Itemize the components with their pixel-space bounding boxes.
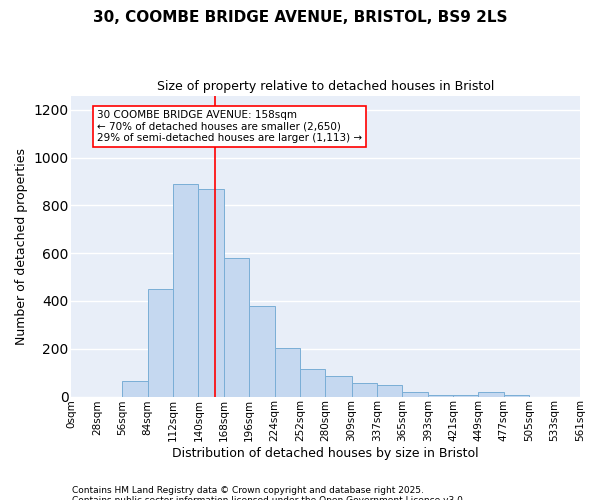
Y-axis label: Number of detached properties: Number of detached properties [15, 148, 28, 344]
Bar [325, 376, 352, 396]
Text: Contains HM Land Registry data © Crown copyright and database right 2025.: Contains HM Land Registry data © Crown c… [72, 486, 424, 495]
Bar [300, 369, 325, 396]
Bar [148, 289, 173, 397]
Bar [403, 392, 428, 396]
Bar [199, 188, 224, 396]
Text: 30, COOMBE BRIDGE AVENUE, BRISTOL, BS9 2LS: 30, COOMBE BRIDGE AVENUE, BRISTOL, BS9 2… [93, 10, 507, 25]
Title: Size of property relative to detached houses in Bristol: Size of property relative to detached ho… [157, 80, 494, 93]
Text: Contains public sector information licensed under the Open Government Licence v3: Contains public sector information licen… [72, 496, 466, 500]
Bar [352, 384, 377, 396]
Bar [428, 394, 453, 396]
Bar [224, 258, 249, 396]
Bar [249, 306, 275, 396]
Bar [173, 184, 199, 396]
X-axis label: Distribution of detached houses by size in Bristol: Distribution of detached houses by size … [172, 447, 479, 460]
Bar [275, 348, 300, 397]
Bar [122, 381, 148, 396]
Bar [478, 392, 504, 396]
Text: 30 COOMBE BRIDGE AVENUE: 158sqm
← 70% of detached houses are smaller (2,650)
29%: 30 COOMBE BRIDGE AVENUE: 158sqm ← 70% of… [97, 110, 362, 143]
Bar [377, 384, 403, 396]
